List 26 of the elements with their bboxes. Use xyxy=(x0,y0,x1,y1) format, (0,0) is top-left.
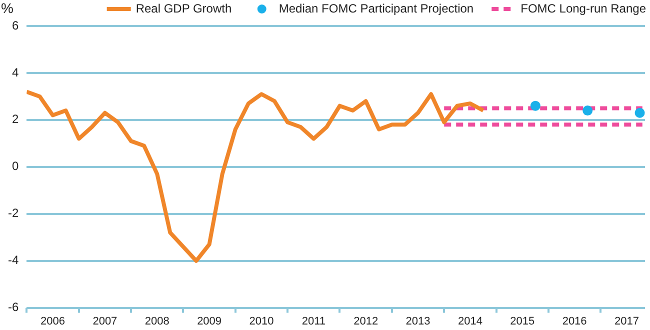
y-tick-label: 2 xyxy=(12,112,19,126)
x-tick-label: 2008 xyxy=(144,315,170,328)
x-tick-label: 2017 xyxy=(614,315,639,328)
y-tick-label: 6 xyxy=(12,18,19,32)
x-tick-label: 2010 xyxy=(249,315,274,328)
x-tick-label: 2011 xyxy=(302,315,326,328)
point xyxy=(634,108,645,118)
x-tick-label: 2013 xyxy=(406,315,430,328)
x-tick-label: 2016 xyxy=(562,315,587,328)
y-tick-label: -4 xyxy=(8,253,19,268)
y-tick-label: -2 xyxy=(8,206,19,220)
x-tick-label: 2006 xyxy=(40,315,65,328)
point xyxy=(530,100,540,111)
x-tick-label: 2012 xyxy=(354,315,378,328)
legend-label: Real GDP Growth xyxy=(136,1,232,16)
legend-label: FOMC Long-run Range xyxy=(520,1,646,16)
x-tick-label: 2009 xyxy=(197,315,222,328)
y-tick-label: 0 xyxy=(12,159,19,174)
x-tick-label: 2015 xyxy=(510,315,535,328)
x-tick-label: 2014 xyxy=(458,315,482,328)
y-axis-title: % xyxy=(1,0,14,16)
y-tick-label: -6 xyxy=(8,300,19,314)
y-tick-label: 4 xyxy=(12,65,19,80)
legend-label: Median FOMC Participant Projection xyxy=(278,1,474,16)
x-tick-label: 2007 xyxy=(92,315,118,328)
point xyxy=(582,106,593,116)
